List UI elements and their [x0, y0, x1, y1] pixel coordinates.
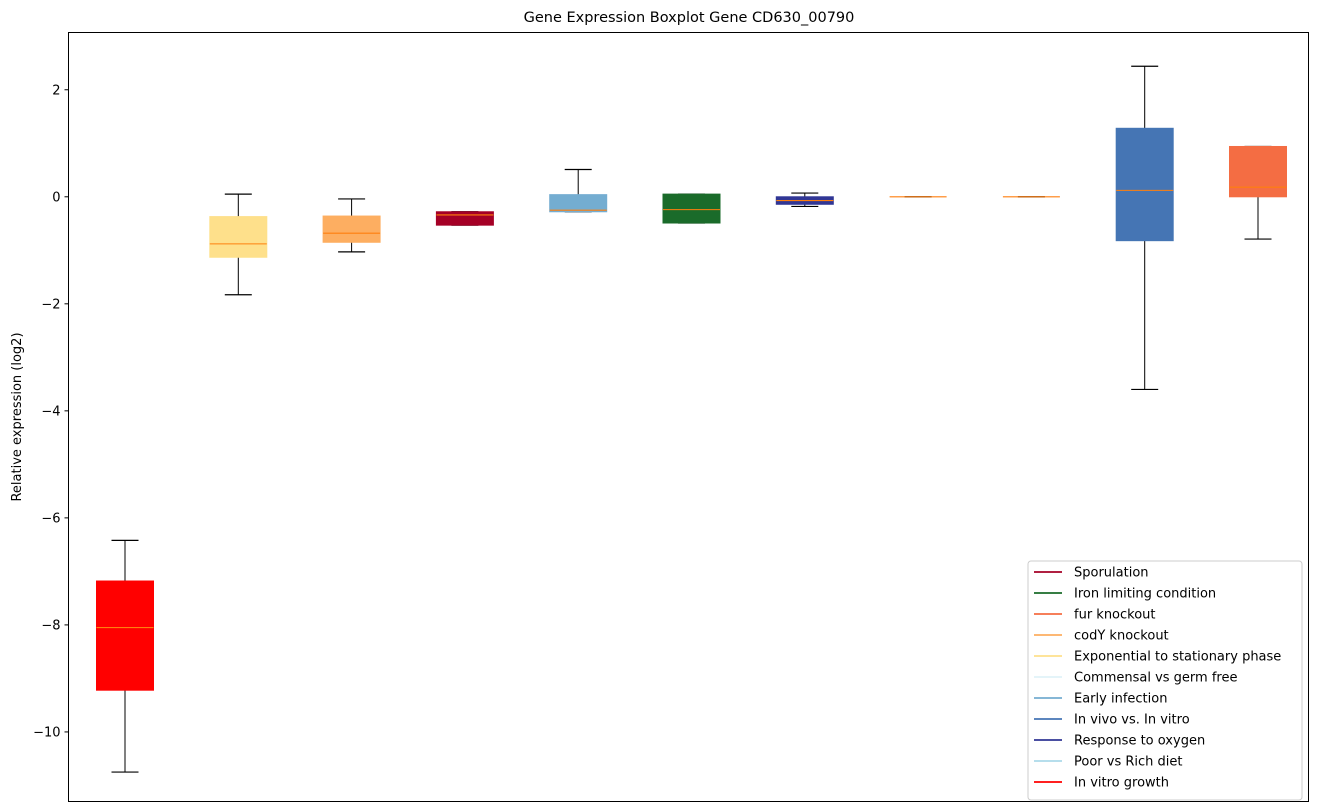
legend-item: Iron limiting condition: [1034, 587, 1216, 602]
box-iqr: [1115, 127, 1174, 242]
y-tick-label: −8: [41, 618, 60, 633]
box-iqr: [96, 580, 154, 691]
box-group: [435, 211, 494, 226]
box-group: [549, 168, 608, 213]
legend-item: In vivo vs. In vitro: [1034, 713, 1190, 728]
y-axis-label: Relative expression (log2): [10, 332, 25, 501]
legend-item: fur knockout: [1034, 608, 1156, 623]
legend-label: Response to oxygen: [1074, 734, 1205, 749]
legend-frame: [1027, 560, 1303, 801]
y-tick-label: −6: [41, 511, 60, 526]
legend-label: Commensal vs germ free: [1074, 671, 1237, 686]
box-iqr: [662, 193, 721, 224]
legend-item: Commensal vs germ free: [1034, 671, 1237, 686]
chart-title: Gene Expression Boxplot Gene CD630_00790: [524, 10, 855, 26]
box-group: [1115, 65, 1174, 391]
legend: Sporulation Iron limiting condition fur kn…: [1027, 560, 1303, 801]
legend-label: Iron limiting condition: [1074, 587, 1216, 602]
legend-item: Early infection: [1034, 692, 1167, 707]
legend-label: Sporulation: [1074, 566, 1149, 581]
legend-label: In vitro growth: [1074, 776, 1169, 791]
legend-label: Poor vs Rich diet: [1074, 755, 1182, 770]
legend-label: fur knockout: [1074, 608, 1156, 623]
legend-item: Response to oxygen: [1034, 734, 1205, 749]
box-group: [1229, 145, 1287, 240]
legend-label: Exponential to stationary phase: [1074, 650, 1281, 665]
box-iqr: [435, 211, 494, 226]
y-tick-label: −2: [41, 297, 60, 312]
plot-frame: [68, 32, 1309, 802]
y-tick-label: −10: [33, 725, 60, 740]
y-tick-label: −4: [41, 404, 60, 419]
boxes-layer: [96, 65, 1287, 773]
box-iqr: [209, 216, 268, 258]
y-tick-label: 0: [52, 190, 60, 205]
legend-item: Exponential to stationary phase: [1034, 650, 1281, 665]
box-group: [96, 539, 154, 773]
y-tick-label: 2: [52, 83, 60, 98]
legend-label: codY knockout: [1074, 629, 1169, 644]
box-group: [209, 193, 268, 296]
legend-item: Sporulation: [1034, 566, 1149, 581]
box-group: [662, 193, 721, 224]
box-iqr: [549, 194, 608, 213]
legend-label: Early infection: [1074, 692, 1167, 707]
box-group: [775, 192, 834, 208]
legend-label: In vivo vs. In vitro: [1074, 713, 1190, 728]
box-group: [322, 198, 381, 253]
legend-item: codY knockout: [1034, 629, 1169, 644]
y-axis: 2 0 −2 −4 −6 −8 −10: [33, 83, 69, 740]
box-iqr: [322, 215, 381, 243]
box-iqr: [1229, 145, 1287, 198]
legend-item: In vitro growth: [1034, 776, 1169, 791]
legend-item: Poor vs Rich diet: [1034, 755, 1182, 770]
